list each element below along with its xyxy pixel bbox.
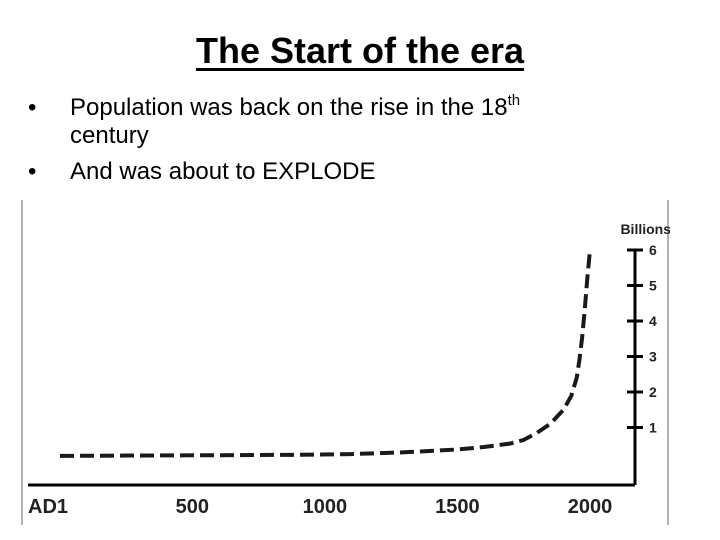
- x-tick-label: 1500: [435, 496, 480, 518]
- bullet-text-2: And was about to EXPLODE: [70, 158, 376, 185]
- x-tick-label: 1000: [303, 496, 348, 518]
- population-chart: 1 2 3 4 5 6 Billions AD1 500 1000 1500 2000: [20, 200, 670, 525]
- bullet-superscript: th: [507, 92, 521, 109]
- x-tick-label: AD1: [28, 496, 68, 518]
- bullet-marker: •: [28, 158, 37, 185]
- y-tick-label: 2: [649, 384, 657, 400]
- y-tick-label: 1: [649, 420, 657, 436]
- bullet-text-1-cont: century: [70, 122, 149, 149]
- bullet-item-1: • Population was back on the rise in the…: [28, 92, 688, 150]
- y-tick-label: 4: [649, 313, 657, 329]
- x-tick-label: 500: [176, 496, 209, 518]
- x-tick-label: 2000: [568, 496, 613, 518]
- bullet-list: • Population was back on the rise in the…: [28, 92, 688, 194]
- population-chart-svg: 1 2 3 4 5 6 Billions AD1 500 1000 1500 2000: [21, 200, 670, 525]
- bullet-item-2: • And was about to EXPLODE: [28, 158, 688, 186]
- slide-title: The Start of the era: [195, 30, 525, 71]
- bullet-marker: •: [28, 94, 37, 121]
- y-tick-label: 3: [649, 349, 657, 365]
- y-tick-label: 6: [649, 242, 657, 258]
- y-tick-label: 5: [649, 278, 657, 294]
- y-axis-label: Billions: [620, 221, 670, 237]
- series-line-0: [59, 249, 592, 458]
- bullet-text-1: Population was back on the rise in the 1…: [70, 94, 508, 121]
